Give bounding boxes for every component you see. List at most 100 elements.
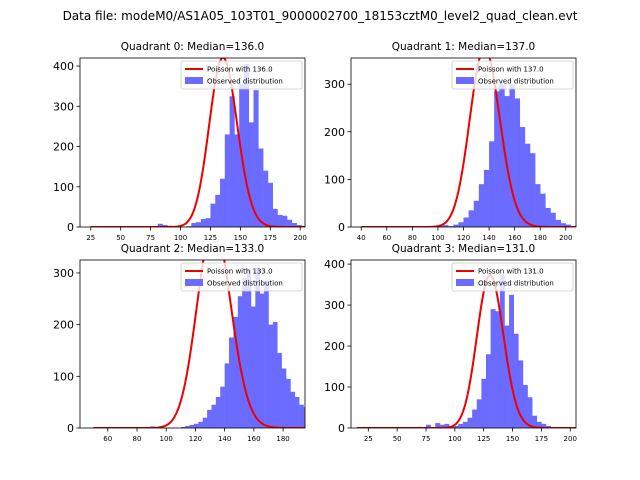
subplot-title: Quadrant 3: Median=131.0 <box>392 243 535 255</box>
histogram-bar <box>565 224 572 227</box>
histogram-bar <box>499 274 505 428</box>
x-tick-label: 200 <box>564 435 577 443</box>
histogram-bar <box>281 368 287 428</box>
histogram-bar <box>196 222 202 227</box>
histogram-bar <box>243 64 250 227</box>
legend-observed-label: Observed distribution <box>478 78 554 86</box>
histogram-bar <box>282 215 288 227</box>
x-tick-label: 80 <box>133 435 142 443</box>
histogram-bar <box>248 122 254 227</box>
histogram-bar <box>330 426 335 428</box>
x-tick-label: 100 <box>431 234 444 242</box>
legend-poisson-label: Poisson with 133.0 <box>207 268 273 276</box>
histogram-bar <box>312 415 317 428</box>
histogram-bar <box>246 270 252 428</box>
histogram-bar <box>258 148 264 227</box>
x-tick-label: 25 <box>86 234 95 242</box>
x-tick-label: 25 <box>364 435 373 443</box>
histogram-bar <box>207 409 212 428</box>
x-tick-label: 50 <box>393 435 402 443</box>
histogram-bar <box>287 219 293 227</box>
x-tick-label: 120 <box>189 435 202 443</box>
histogram-bar <box>499 84 505 227</box>
x-tick-label: 140 <box>218 435 231 443</box>
histogram-bar <box>215 396 221 428</box>
histogram-bar <box>527 397 533 428</box>
histogram-bar <box>220 386 225 428</box>
histogram-bar <box>198 421 204 428</box>
legend-observed-label: Observed distribution <box>207 78 283 86</box>
x-tick-label: 100 <box>174 234 187 242</box>
x-tick-label: 175 <box>264 234 277 242</box>
histogram-bar <box>268 324 274 428</box>
histogram-bar <box>550 212 556 227</box>
x-tick-label: 140 <box>482 234 495 242</box>
x-tick-label: 120 <box>457 234 470 242</box>
histogram-bar <box>545 207 551 227</box>
y-tick-label: 100 <box>324 173 345 186</box>
x-tick-label: 50 <box>116 234 125 242</box>
histogram-bar <box>233 316 239 428</box>
subplot-quadrant-1: Quadrant 1: Median=137.0 40 60 80 100 120 140… <box>324 41 577 242</box>
histogram-bar <box>325 425 330 428</box>
histogram-bar <box>277 353 282 428</box>
y-tick-label: 200 <box>53 141 74 154</box>
x-tick-label: 160 <box>247 435 260 443</box>
histogram-bar <box>439 424 445 428</box>
histogram-bar <box>321 424 326 428</box>
y-tick-label: 100 <box>53 181 74 194</box>
y-tick-label: 400 <box>53 60 74 73</box>
histogram-bar <box>518 360 524 428</box>
y-tick-label: 100 <box>53 370 74 383</box>
subplot-title: Quadrant 0: Median=136.0 <box>121 41 264 53</box>
legend: Poisson with 133.0 Observed distribution <box>180 262 303 292</box>
histogram-bar <box>286 378 291 428</box>
histogram-bar <box>522 384 528 428</box>
histogram-bar <box>535 184 541 227</box>
y-tick-label: 300 <box>53 100 74 113</box>
histogram-bar <box>540 193 546 227</box>
histogram-bar <box>272 322 278 428</box>
y-tick-label: 400 <box>324 258 345 271</box>
x-tick-label: 40 <box>357 234 366 242</box>
histogram-bar <box>494 91 500 227</box>
y-tick-label: 300 <box>324 78 345 91</box>
histogram-bar <box>308 414 313 428</box>
y-tick-label: 200 <box>324 340 345 353</box>
plot-area <box>93 260 335 428</box>
axes-frame <box>79 259 306 429</box>
histogram-bar <box>519 127 526 227</box>
legend-poisson-label: Poisson with 136.0 <box>207 66 273 74</box>
legend-box <box>180 60 303 90</box>
histogram-bar <box>443 225 449 227</box>
histogram-bar <box>489 141 495 227</box>
histogram-bar <box>242 278 247 428</box>
histogram-bar <box>277 214 283 227</box>
histogram-bar <box>426 424 431 428</box>
y-tick-label: 300 <box>53 267 74 280</box>
y-tick-label: 0 <box>67 422 74 435</box>
histogram-bar <box>481 378 487 428</box>
histogram-bar <box>294 396 300 428</box>
subplot-quadrant-0: Quadrant 0: Median=136.0 25 50 75 100 125 150… <box>53 41 307 242</box>
histogram-bar <box>473 200 480 227</box>
histogram-bar <box>560 223 567 227</box>
histogram-bar <box>467 417 473 428</box>
histogram-bar <box>157 223 163 227</box>
histogram-bar <box>224 134 230 227</box>
histogram-bar <box>296 224 302 227</box>
x-tick-label: 125 <box>204 234 217 242</box>
subplot-title: Quadrant 1: Median=137.0 <box>392 41 535 53</box>
histogram-bar <box>529 153 536 227</box>
histogram-bar <box>299 404 304 428</box>
y-tick-label: 0 <box>67 221 74 234</box>
histogram-bar <box>229 337 234 428</box>
x-tick-label: 60 <box>103 435 112 443</box>
histogram-bar <box>435 423 441 428</box>
histogram-bar <box>200 218 206 227</box>
legend: Poisson with 131.0 Observed distribution <box>451 262 574 292</box>
histogram-bar <box>513 333 519 428</box>
histogram-bar <box>272 208 278 227</box>
histogram-bar <box>532 415 538 428</box>
